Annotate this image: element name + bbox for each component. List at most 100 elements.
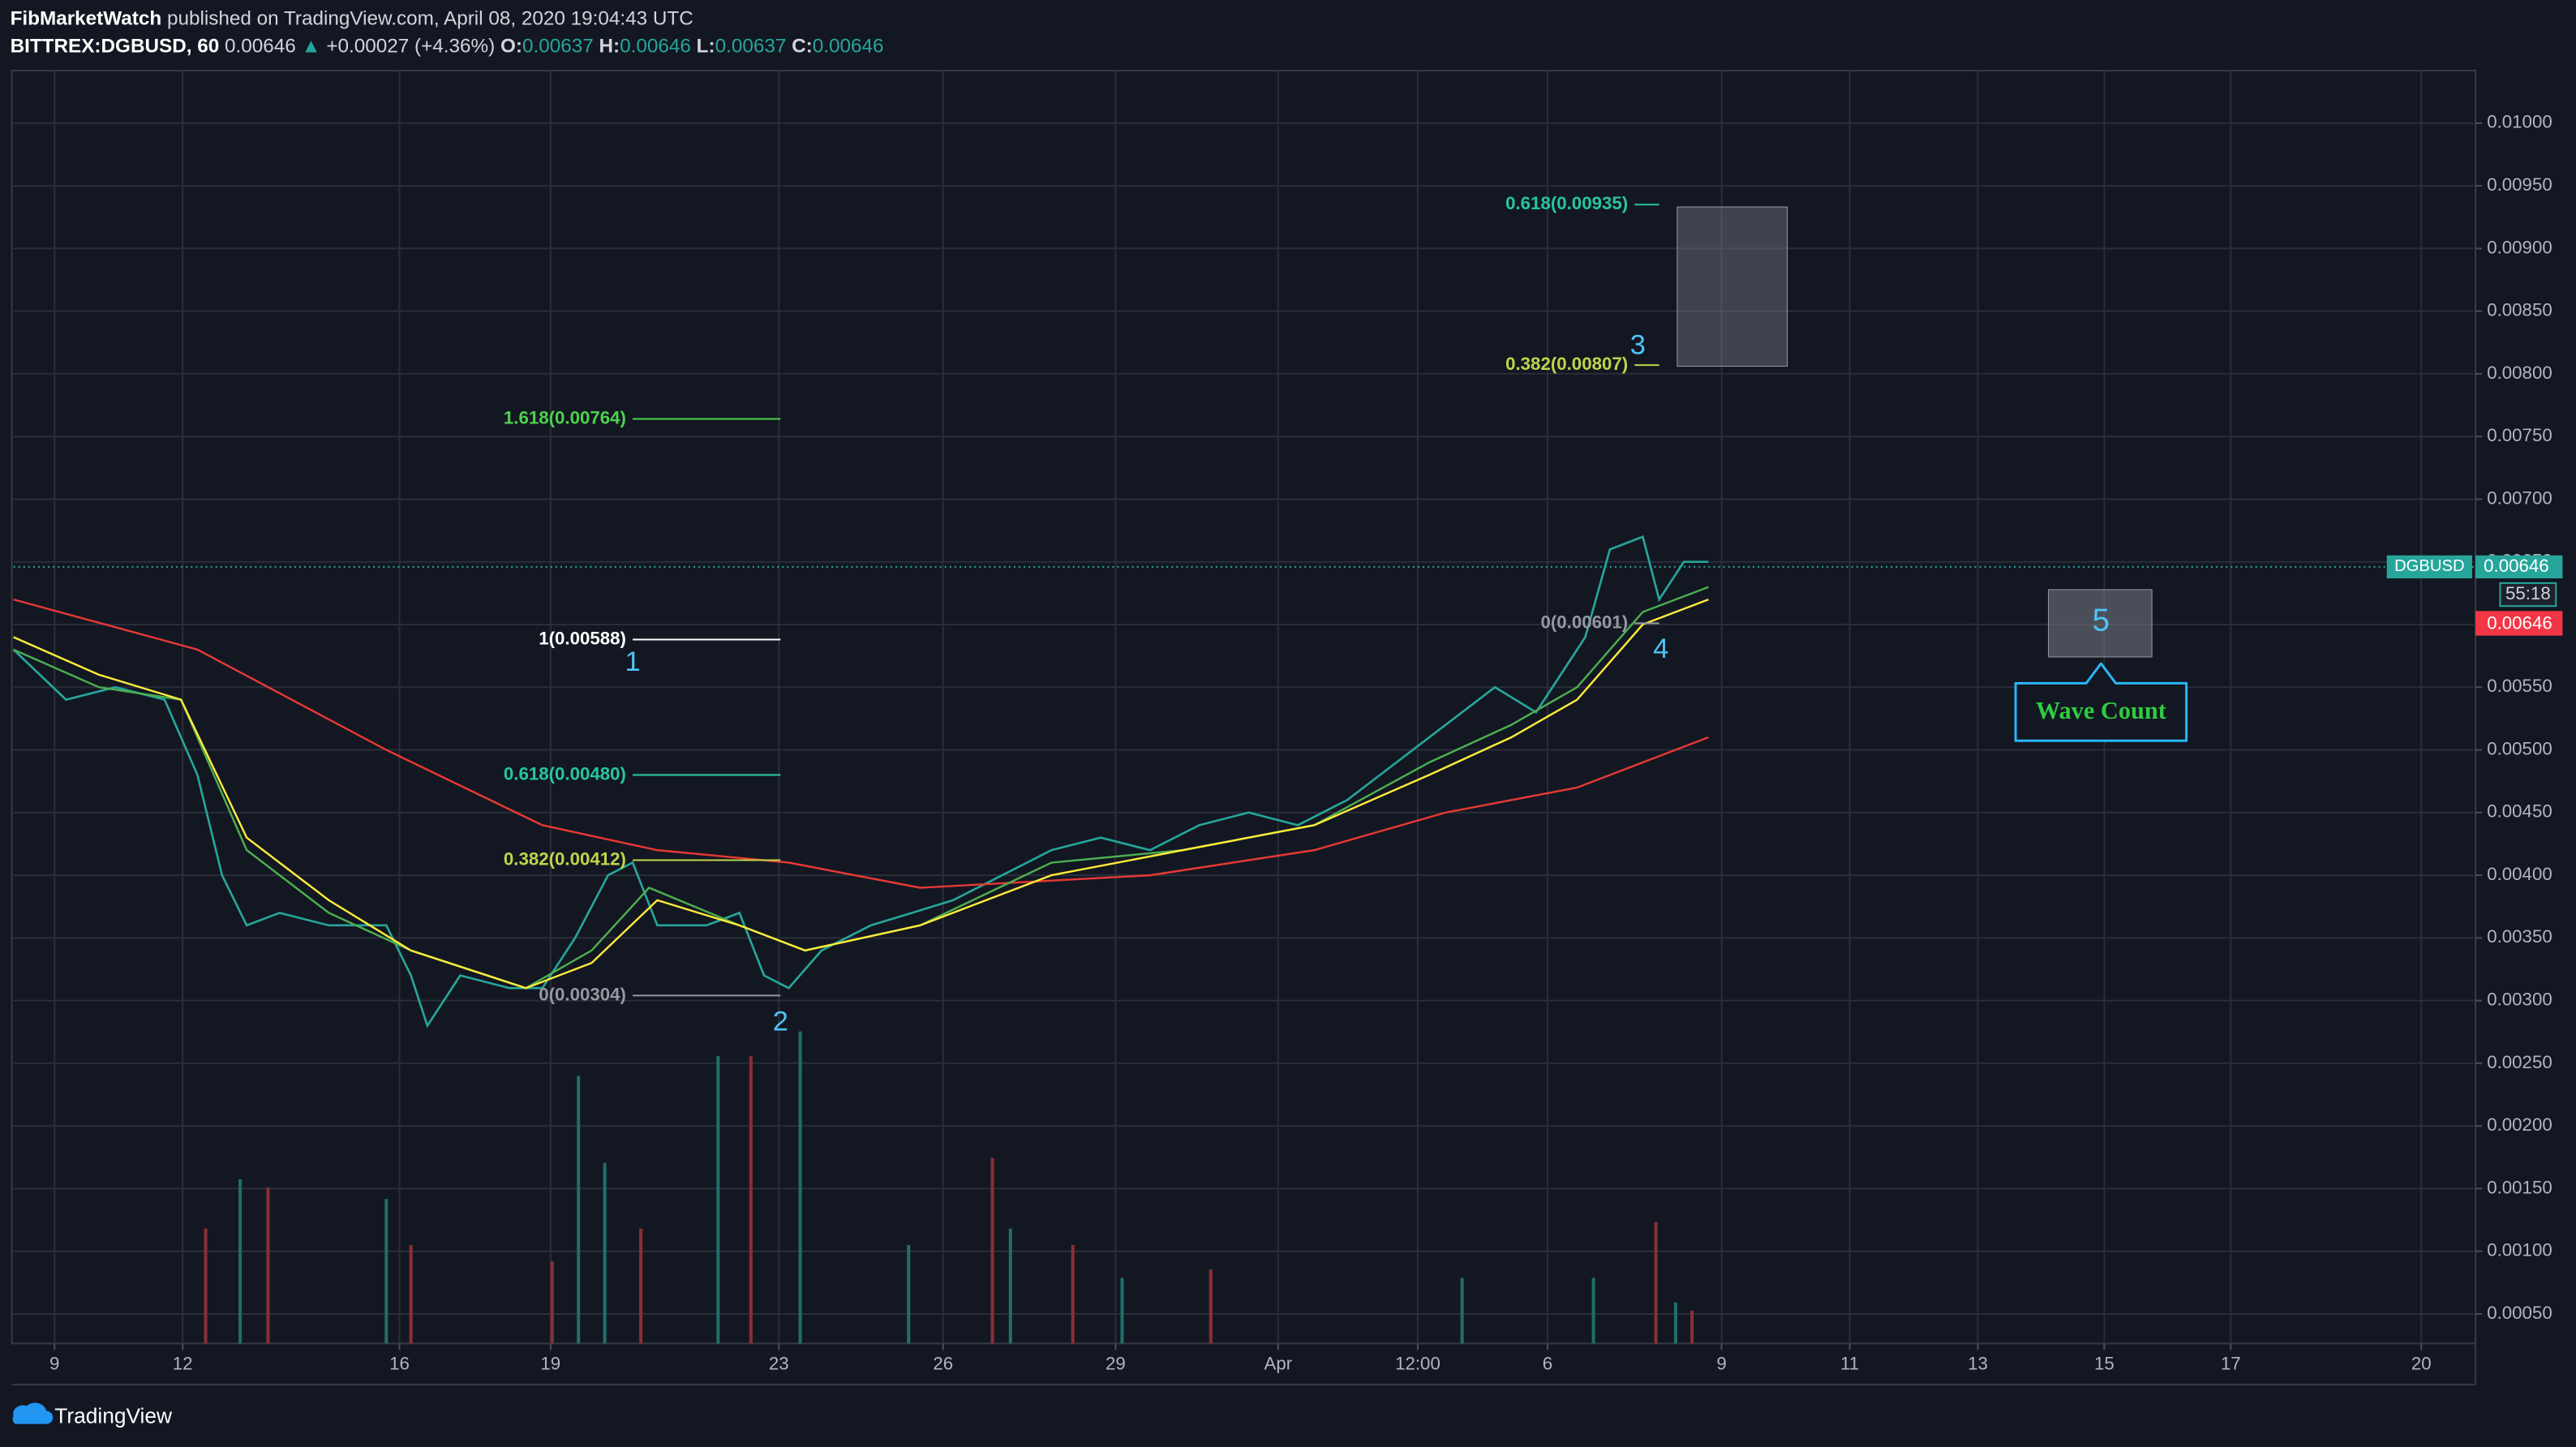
- x-tick-label: 23: [769, 1354, 789, 1374]
- fib-label: 0.382(0.00807): [1505, 354, 1628, 374]
- change: +0.00027 (+4.36%): [326, 36, 495, 58]
- fib-label: 1.618(0.00764): [504, 407, 626, 427]
- y-tick-label: 0.00800: [2487, 363, 2552, 383]
- volume-bar: [1120, 1277, 1124, 1344]
- y-tick-label: 0.00350: [2487, 926, 2552, 947]
- c-label: C:: [792, 36, 813, 58]
- low: 0.00637: [715, 36, 787, 58]
- fib-label: 0(0.00601): [1540, 612, 1628, 632]
- volume-bar: [749, 1056, 753, 1344]
- symbol-line: BITTREX:DGBUSD, 60 0.00646 ▲ +0.00027 (+…: [11, 36, 884, 58]
- volume: [204, 1031, 1694, 1344]
- target-box: [1677, 206, 1788, 367]
- y-tick-label: 0.00100: [2487, 1240, 2552, 1260]
- countdown-bg: [2499, 582, 2557, 608]
- symbol-badge-bg: [2386, 555, 2473, 579]
- wave-label: 3: [1630, 329, 1646, 360]
- countdown: 55:18: [2505, 583, 2551, 603]
- l-label: L:: [697, 36, 715, 58]
- volume-bar: [409, 1244, 413, 1344]
- fib-label: 0.618(0.00480): [504, 763, 626, 784]
- x-tick-label: 16: [389, 1354, 410, 1374]
- volume-bar: [550, 1261, 554, 1344]
- close-badge-bg: [2475, 611, 2563, 636]
- header-line: FibMarketWatch published on TradingView.…: [11, 8, 693, 30]
- logo: [12, 1402, 54, 1424]
- x-tick-label: 15: [2094, 1354, 2114, 1374]
- wave-label: 2: [773, 1007, 788, 1037]
- x-tick-label: 26: [933, 1354, 953, 1374]
- y-tick-label: 0.00850: [2487, 300, 2552, 320]
- published: published on TradingView.com, April 08, …: [161, 8, 693, 30]
- volume-bar: [266, 1187, 270, 1344]
- y-tick-label: 0.00750: [2487, 425, 2552, 445]
- o-label: O:: [500, 36, 522, 58]
- price-line: [13, 598, 1709, 990]
- wave-label: 4: [1653, 633, 1668, 664]
- volume-bar: [1209, 1269, 1213, 1344]
- y-tick-label: 0.00300: [2487, 989, 2552, 1009]
- grid: 0.00050 0.00100 0.00150 0.00200 0.00250 0.003…: [13, 71, 2552, 1374]
- symbol-badge: DGBUSD: [2394, 557, 2465, 575]
- x-tick-label: 19: [540, 1354, 560, 1374]
- price-badge-bg: [2475, 555, 2563, 579]
- wave5-box: [2048, 589, 2153, 658]
- symbol: BITTREX:DGBUSD, 60: [11, 36, 220, 58]
- volume-bar: [798, 1031, 802, 1344]
- volume-bar: [1654, 1222, 1658, 1344]
- fib-label: 1(0.00588): [539, 628, 626, 648]
- y-tick-label: 0.00200: [2487, 1114, 2552, 1135]
- volume-bar: [1673, 1302, 1677, 1344]
- y-tick-label: 0.00700: [2487, 487, 2552, 508]
- fib-label: 0.382(0.00412): [504, 848, 626, 869]
- price-line: [12, 535, 1709, 1028]
- volume-bar: [238, 1179, 243, 1344]
- volume-bar: [603, 1162, 607, 1344]
- volume-bar: [716, 1056, 720, 1344]
- h-label: H:: [599, 36, 620, 58]
- close: 0.00646: [813, 36, 884, 58]
- volume-bar: [384, 1199, 389, 1344]
- y-tick-label: 0.00250: [2487, 1052, 2552, 1072]
- volume-bar: [204, 1228, 208, 1344]
- x-tick-label: 29: [1106, 1354, 1126, 1374]
- y-tick-label: 0.00950: [2487, 174, 2552, 195]
- last: 0.00646: [225, 36, 296, 58]
- volume-bar: [907, 1244, 911, 1344]
- callout-box: [2014, 662, 2188, 742]
- price-line: [13, 598, 1709, 889]
- volume-bar: [1460, 1277, 1464, 1344]
- high: 0.00646: [620, 36, 691, 58]
- price-badges: DGBUSD 0.00646 55:18 0.00646: [2386, 555, 2563, 636]
- fib-label: 0.618(0.00935): [1505, 193, 1628, 213]
- y-tick-label: 0.00550: [2487, 676, 2552, 696]
- wave-label: 5: [2093, 603, 2110, 638]
- y-tick-label: 0.00050: [2487, 1303, 2552, 1323]
- arrow: ▲: [302, 36, 321, 58]
- x-tick-label: 20: [2411, 1354, 2432, 1374]
- wave-label: 1: [625, 646, 640, 677]
- x-tick-label: 12:00: [1395, 1354, 1440, 1374]
- lines: [12, 535, 2475, 1028]
- volume-bar: [1591, 1277, 1595, 1344]
- y-tick-label: 0.01000: [2487, 112, 2552, 132]
- price-badge: 0.00646: [2484, 556, 2549, 576]
- volume-bar: [1690, 1310, 1694, 1344]
- volume-bar: [1071, 1244, 1075, 1344]
- volume-bar: [990, 1157, 994, 1344]
- x-tick-label: 9: [49, 1354, 59, 1374]
- x-tick-label: Apr: [1264, 1354, 1293, 1374]
- open: 0.00637: [522, 36, 594, 58]
- x-tick-label: 9: [1716, 1354, 1726, 1374]
- y-tick-label: 0.00500: [2487, 738, 2552, 758]
- fibonacci: 1.618(0.00764) 1(0.00588) 0.618(0.00480) 0.…: [504, 193, 1659, 1004]
- y-tick-label: 0.00900: [2487, 237, 2552, 257]
- close-badge: 0.00646: [2487, 612, 2552, 633]
- y-tick-label: 0.00150: [2487, 1177, 2552, 1197]
- x-tick-label: 17: [2221, 1354, 2241, 1374]
- y-tick-label: 0.00400: [2487, 864, 2552, 884]
- y-tick-label: 0.00450: [2487, 801, 2552, 822]
- fib-label: 0(0.00304): [539, 984, 626, 1004]
